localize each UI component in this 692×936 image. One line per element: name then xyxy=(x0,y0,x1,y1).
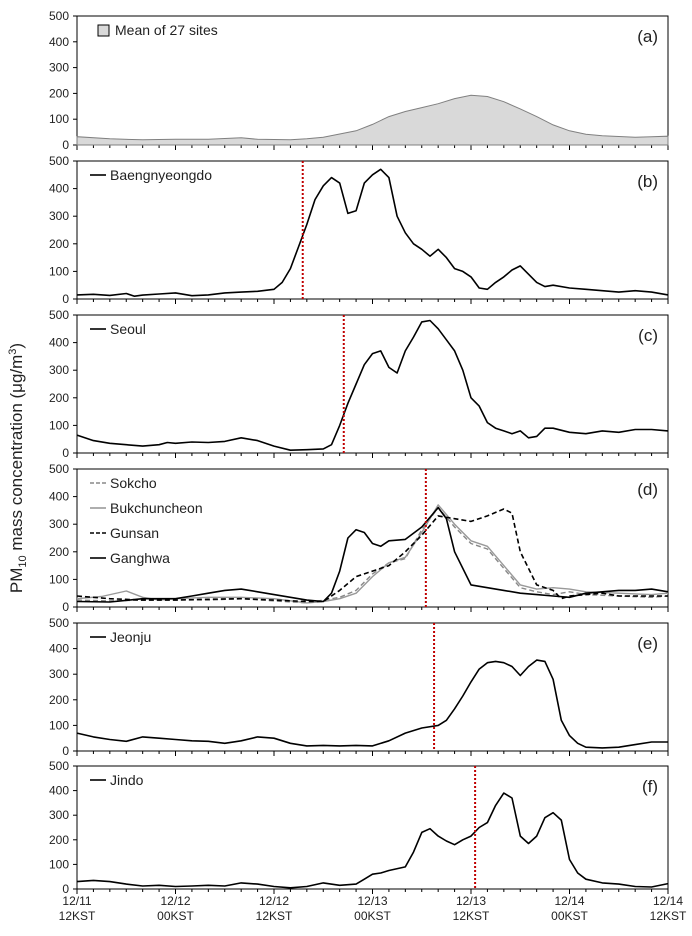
y-tick-label: 200 xyxy=(49,86,69,100)
y-tick-label: 200 xyxy=(49,545,69,559)
y-axis-label: PM10 mass concentration (μg/m3) xyxy=(7,343,29,593)
series-line-baengnyeongdo xyxy=(76,168,669,297)
panel-frame xyxy=(76,314,669,454)
y-tick-label: 0 xyxy=(62,600,69,614)
x-tick-label-date: 12/12 xyxy=(160,894,190,908)
panel-label: (c) xyxy=(638,326,658,345)
y-tick-label: 400 xyxy=(49,784,69,798)
series-line-gunsan xyxy=(76,508,668,603)
panel-label: (e) xyxy=(637,634,658,653)
x-tick-label-time: 00KST xyxy=(354,909,391,923)
y-tick-label: 0 xyxy=(62,292,69,306)
x-tick-label-date: 12/14 xyxy=(653,894,683,908)
x-tick-label-time: 00KST xyxy=(551,909,588,923)
y-tick-label: 200 xyxy=(49,237,69,251)
y-tick-label: 200 xyxy=(49,693,69,707)
legend-label: Ganghwa xyxy=(110,550,170,566)
panel-f: 0 100 200 300 400 500 (f) Jindo xyxy=(49,759,669,896)
y-tick-label: 0 xyxy=(62,882,69,896)
y-tick-label: 500 xyxy=(49,308,69,322)
series-line-jindo xyxy=(76,792,669,889)
y-tick-label: 0 xyxy=(62,744,69,758)
y-tick-label: 300 xyxy=(49,808,69,822)
y-tick-label: 500 xyxy=(49,9,69,23)
x-tick-label-time: 12KST xyxy=(650,909,687,923)
x-tick-label-date: 12/11 xyxy=(62,894,91,908)
y-tick-label: 500 xyxy=(49,154,69,168)
series-line-jeonju xyxy=(76,659,668,749)
panel-label: (d) xyxy=(637,480,658,499)
legend-label: Mean of 27 sites xyxy=(115,22,218,38)
y-tick-label: 300 xyxy=(49,517,69,531)
x-tick-label-time: 12KST xyxy=(256,909,293,923)
y-tick-label: 100 xyxy=(49,418,69,432)
panel-b: 0 100 200 300 400 500 (b) Baengnyeongdo xyxy=(49,154,669,306)
panel-label: (b) xyxy=(637,172,658,191)
y-tick-label: 200 xyxy=(49,833,69,847)
legend-label: Seoul xyxy=(110,321,146,337)
panel-label: (f) xyxy=(642,777,658,796)
shared-x-axis: 12/1112KST12/1200KST12/1212KST12/1300KST… xyxy=(59,894,687,923)
x-tick-label-time: 00KST xyxy=(157,909,194,923)
legend-label: Jeonju xyxy=(110,629,151,645)
panel-frame xyxy=(76,765,669,890)
x-tick-label-time: 12KST xyxy=(453,909,490,923)
legend-label: Bukchuncheon xyxy=(110,500,203,516)
y-tick-label: 100 xyxy=(49,112,69,126)
y-tick-label: 300 xyxy=(49,363,69,377)
y-tick-label: 500 xyxy=(49,759,69,773)
y-tick-label: 400 xyxy=(49,642,69,656)
y-tick-label: 300 xyxy=(49,61,69,75)
series-line-seoul xyxy=(76,319,669,451)
legend-label: Baengnyeongdo xyxy=(110,167,212,183)
panel-frame xyxy=(76,468,669,608)
panel-a: 0 100 200 300 400 500 (a) Mean of 27 sites xyxy=(49,9,669,152)
x-tick-label-date: 12/13 xyxy=(456,894,486,908)
y-tick-label: 400 xyxy=(49,336,69,350)
x-tick-label-date: 12/13 xyxy=(357,894,387,908)
legend-label: Jindo xyxy=(110,772,144,788)
y-tick-label: 300 xyxy=(49,667,69,681)
panel-d: 0 100 200 300 400 500 (d) Sokcho Bukchuncheon Gun… xyxy=(49,462,669,614)
y-tick-label: 400 xyxy=(49,35,69,49)
panels: 0 100 200 300 400 500 (a) Mean of 27 sites 0 100 2… xyxy=(49,9,669,896)
y-tick-label: 500 xyxy=(49,616,69,630)
series-area-0 xyxy=(76,94,669,146)
panel-label: (a) xyxy=(637,27,658,46)
y-tick-label: 400 xyxy=(49,490,69,504)
panel-frame xyxy=(76,622,669,752)
y-tick-label: 100 xyxy=(49,264,69,278)
panel-e: 0 100 200 300 400 500 (e) Jeonju xyxy=(49,616,669,758)
y-tick-label: 400 xyxy=(49,182,69,196)
y-tick-label: 0 xyxy=(62,446,69,460)
y-tick-label: 200 xyxy=(49,391,69,405)
panel-c: 0 100 200 300 400 500 (c) Seoul xyxy=(49,308,669,460)
x-tick-label-date: 12/12 xyxy=(259,894,289,908)
y-tick-label: 100 xyxy=(49,857,69,871)
y-tick-label: 100 xyxy=(49,572,69,586)
legend-label: Sokcho xyxy=(110,475,157,491)
series-line-ganghwa xyxy=(76,506,669,603)
x-tick-label-date: 12/14 xyxy=(554,894,584,908)
y-tick-label: 100 xyxy=(49,718,69,732)
y-tick-label: 500 xyxy=(49,462,69,476)
legend-swatch xyxy=(97,24,110,37)
y-tick-label: 300 xyxy=(49,209,69,223)
x-tick-label-time: 12KST xyxy=(59,909,96,923)
legend-label: Gunsan xyxy=(110,525,159,541)
y-tick-label: 0 xyxy=(62,138,69,152)
